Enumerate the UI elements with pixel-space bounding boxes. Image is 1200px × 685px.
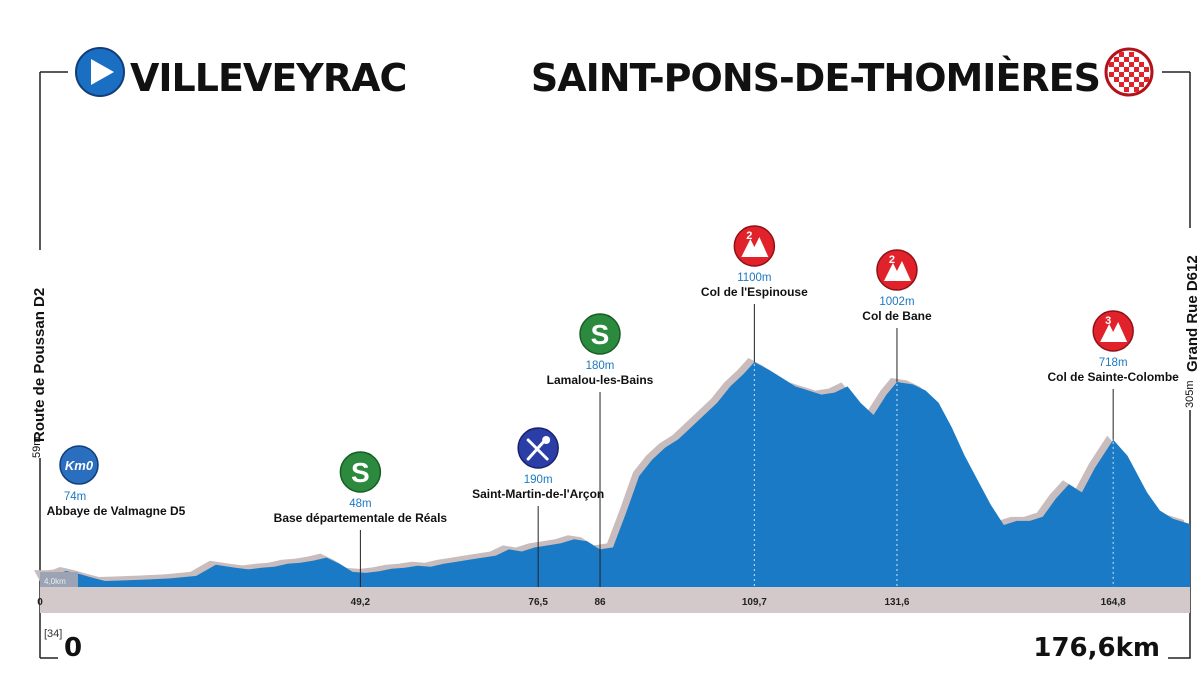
km0-label: Km0	[65, 458, 94, 473]
waypoint-name: Col de l'Espinouse	[701, 285, 808, 299]
waypoint-name: Abbaye de Valmagne D5	[47, 504, 186, 518]
km-tick-label: 131,6	[884, 597, 909, 608]
start-km: 0	[64, 633, 82, 663]
sprint-icon: S	[579, 313, 621, 355]
profile-area	[40, 362, 1190, 587]
km-tick-label: 0	[37, 597, 43, 608]
km-tick-label: 86	[594, 597, 606, 608]
neutral-distance: 4,0km	[44, 577, 66, 586]
start-play-icon	[75, 47, 125, 97]
climb-category-icon: 2	[733, 225, 776, 267]
start-city: VILLEVEYRAC	[130, 56, 406, 100]
climb-category: 3	[1105, 315, 1111, 327]
sprint-icon: S	[339, 451, 382, 493]
neutral-badge: [34]	[44, 628, 62, 640]
finish-km: 176,6km	[1033, 633, 1160, 663]
waypoint-altitude: 190m	[524, 474, 553, 486]
waypoint-name: Saint-Martin-de-l'Arçon	[472, 487, 604, 501]
finish-city: SAINT-PONS-DE-THOMIÈRES	[531, 56, 1100, 100]
waypoint-altitude: 48m	[349, 498, 371, 510]
km-tick-label: 49,2	[351, 597, 371, 608]
climb-category: 2	[889, 254, 895, 266]
climb-category: 2	[746, 230, 752, 242]
feed-zone-icon	[517, 427, 559, 469]
waypoint-altitude: 1002m	[879, 296, 914, 308]
left-frame-bottom	[39, 640, 58, 659]
sprint-letter: S	[591, 319, 610, 350]
km-tick-label: 76,5	[528, 597, 548, 608]
finish-checkered-icon	[1104, 47, 1154, 97]
climb-category-icon: 2	[876, 249, 918, 291]
finish-road-label: Grand Rue D612	[1184, 255, 1200, 372]
waypoint-altitude: 1100m	[737, 272, 771, 284]
waypoint-name: Base départementale de Réals	[274, 511, 448, 525]
km-tick-label: 164,8	[1101, 597, 1126, 608]
start-altitude-label: 59m	[31, 437, 43, 458]
waypoint-name: Col de Sainte-Colombe	[1047, 370, 1179, 384]
km-axis-band	[40, 587, 1190, 613]
waypoint-altitude: 180m	[586, 360, 615, 372]
waypoint-name: Lamalou-les-Bains	[547, 373, 654, 387]
km-tick-label: 109,7	[742, 597, 767, 608]
waypoint-name: Col de Bane	[862, 309, 932, 323]
finish-altitude-label: 305m	[1184, 380, 1196, 408]
waypoint-altitude: 718m	[1099, 357, 1128, 369]
km0-icon: Km0	[59, 445, 99, 485]
start-road-label: Route de Poussan D2	[31, 288, 48, 442]
neutral-section	[40, 572, 78, 588]
waypoint-altitude: 74m	[64, 491, 86, 503]
climb-category-icon: 3	[1092, 310, 1134, 352]
sprint-letter: S	[351, 457, 370, 488]
right-frame-lower	[1168, 410, 1191, 659]
